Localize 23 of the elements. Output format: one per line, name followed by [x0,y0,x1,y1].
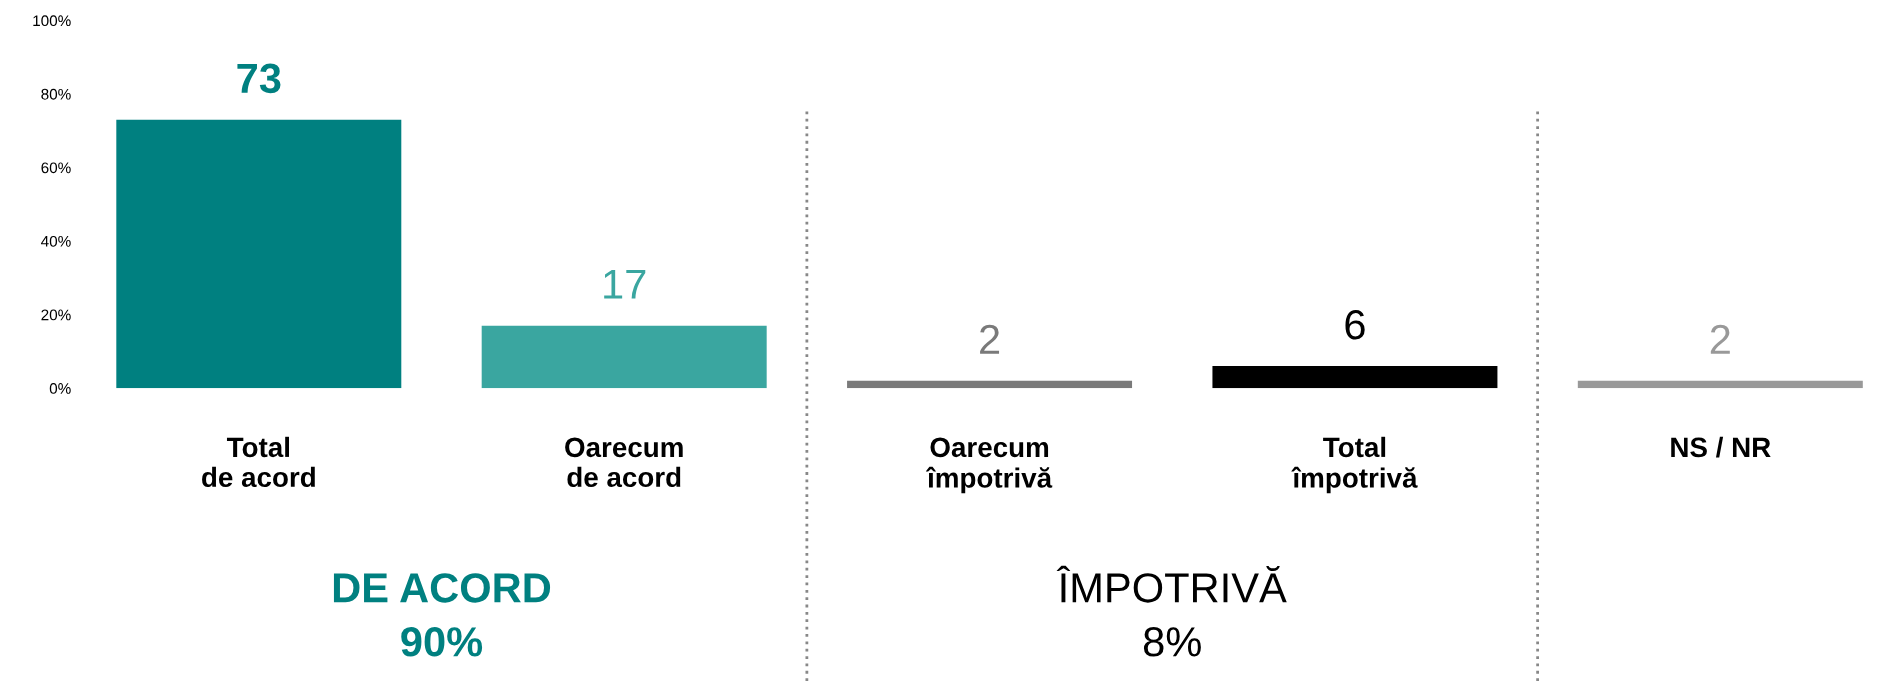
y-tick-label: 20% [41,309,71,321]
x-tick-label: Oarecum împotrivă [925,437,1053,494]
x-tick-label: Oarecum de acord [565,437,683,488]
bar [116,119,402,389]
x-tick-label: Total de acord [202,436,315,488]
text: ÎMPOTRIVĂ 8% [1056,565,1287,657]
x-tick-label: NS / NR [1671,436,1771,458]
data-label: 73 [237,63,281,94]
data-label: 6 [1345,309,1365,340]
text: DE ACORD 90% [333,573,551,657]
bar [1577,380,1863,389]
bar [481,325,767,389]
data-label: 2 [1710,324,1730,354]
data-label: 2 [980,324,1000,354]
y-tick-label: 40% [41,235,71,247]
bar [1212,366,1498,389]
data-label: 17 [604,269,646,299]
y-tick-label: 0% [49,383,71,394]
x-tick-label: Total împotrivă [1291,436,1418,494]
bar [847,380,1133,389]
y-tick-label: 100% [33,15,71,27]
y-tick-label: 80% [41,88,71,100]
y-tick-label: 60% [41,162,71,174]
